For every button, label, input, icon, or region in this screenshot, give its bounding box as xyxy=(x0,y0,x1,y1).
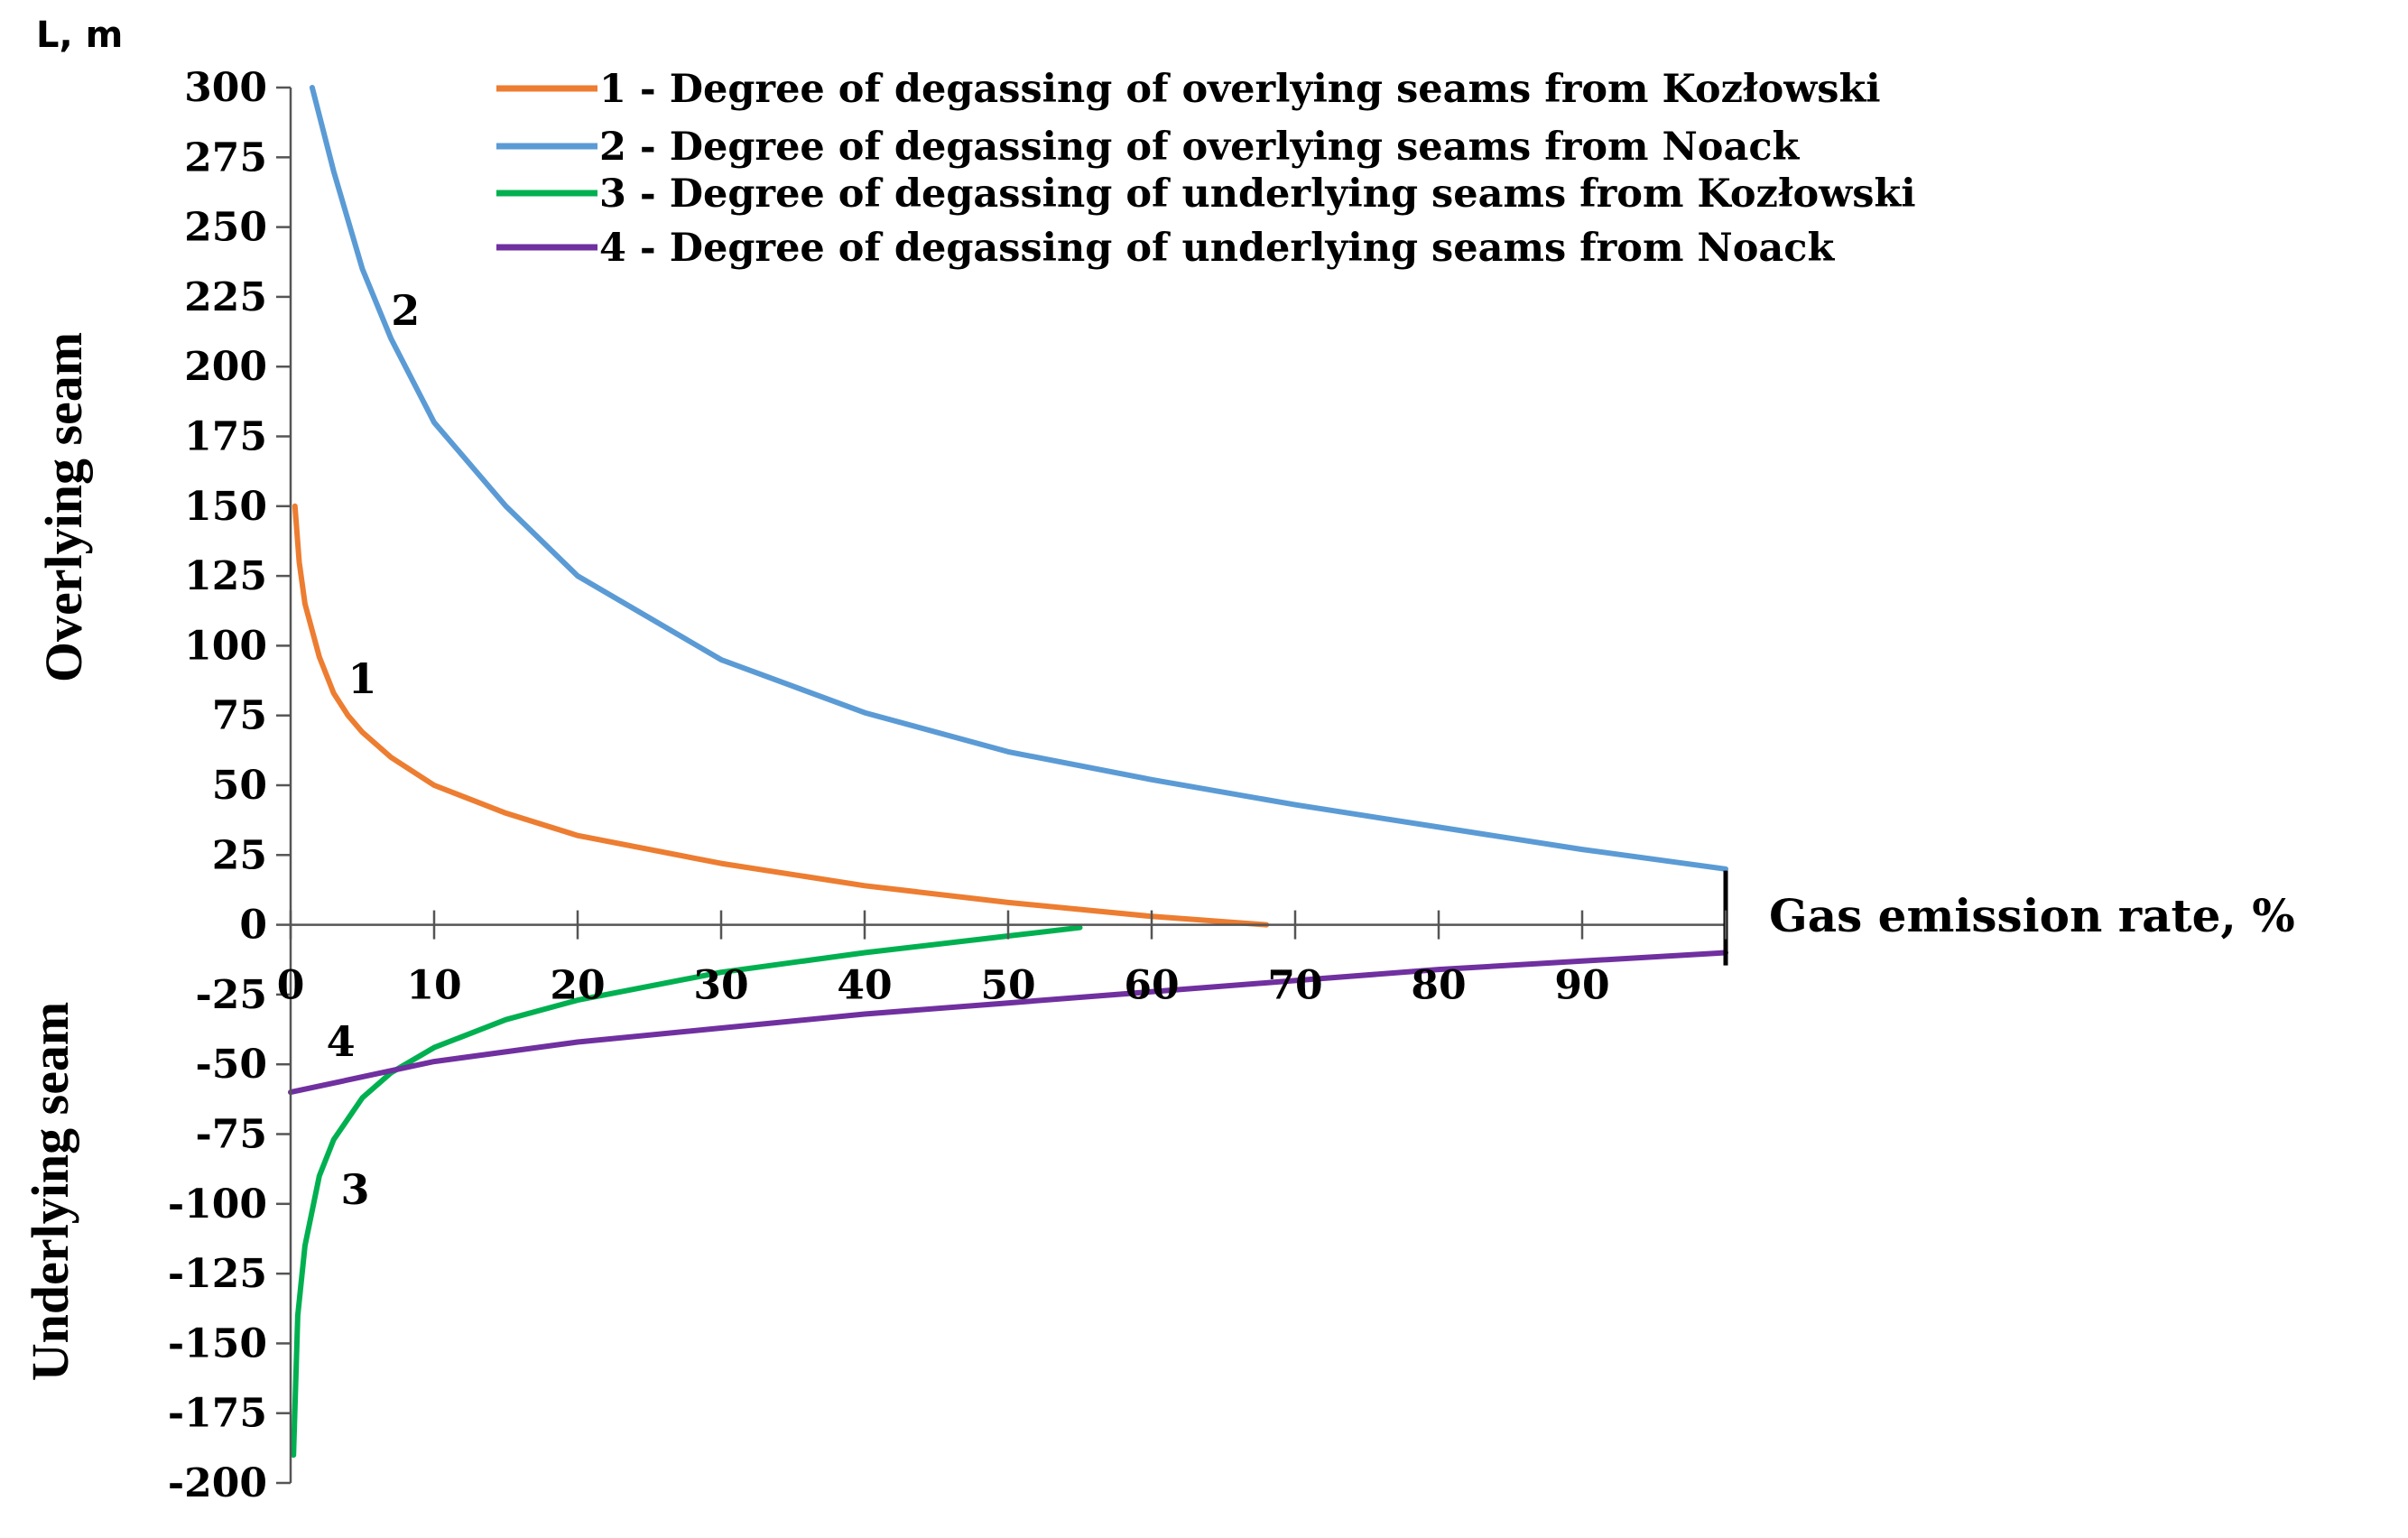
y-tick-label: 25 xyxy=(212,832,267,878)
y-tick-label: -75 xyxy=(196,1112,268,1158)
y-tick-label: -25 xyxy=(196,972,268,1018)
y-tick-label: 225 xyxy=(184,274,267,320)
x-tick-label: 60 xyxy=(1124,963,1179,1009)
axes: 3002752502252001751501251007550250-25-50… xyxy=(168,65,1728,1506)
y-tick-label: 100 xyxy=(184,623,267,669)
curve-2-label: 2 xyxy=(391,286,420,335)
y-tick-label: -100 xyxy=(168,1181,267,1228)
legend-label-1: 1 - Degree of degassing of overlying sea… xyxy=(599,67,1881,112)
x-tick-label: 20 xyxy=(550,963,605,1009)
y-tick-label: -200 xyxy=(168,1460,267,1506)
y-tick-label: 275 xyxy=(184,134,267,181)
y-tick-label: 50 xyxy=(212,763,267,809)
legend-label-4: 4 - Degree of degassing of underlying se… xyxy=(599,226,1835,271)
y-tick-label: -50 xyxy=(196,1042,268,1088)
y-tick-label: 75 xyxy=(212,693,267,739)
y-tick-label: -150 xyxy=(168,1320,267,1367)
y-tick-label: 0 xyxy=(239,903,267,949)
x-tick-label: 50 xyxy=(980,963,1035,1009)
series-4-line xyxy=(288,950,1728,1096)
x-tick-label: 30 xyxy=(693,963,748,1009)
x-tick-label: 10 xyxy=(406,963,461,1009)
x-ticks: 0 10 20 30 40 50 60 70 80 90 xyxy=(277,910,1727,1009)
y-axis-title-overlying: Overlying seam xyxy=(34,332,93,682)
curve-4-label: 4 xyxy=(327,1017,356,1066)
series-1-line xyxy=(292,503,1270,928)
x-tick-label: 80 xyxy=(1411,963,1466,1009)
y-tick-label: 200 xyxy=(184,344,267,390)
y-axis-title-underlying: Underlying seam xyxy=(21,1002,79,1382)
x-tick-label: 70 xyxy=(1267,963,1322,1009)
y-tick-label: 250 xyxy=(184,205,267,251)
curves xyxy=(288,85,1728,1459)
y-tick-label: 175 xyxy=(184,414,267,460)
y-tick-label: 125 xyxy=(184,553,267,599)
x-axis-title: Gas emission rate, % xyxy=(1769,889,2295,942)
y-tick-label: -175 xyxy=(168,1391,267,1437)
legend-label-3: 3 - Degree of degassing of underlying se… xyxy=(599,171,1916,217)
x-tick-label: 40 xyxy=(837,963,892,1009)
y-tick-label: -125 xyxy=(168,1251,267,1297)
series-2-line xyxy=(309,85,1728,872)
x-tick-label: 90 xyxy=(1554,963,1609,1009)
y-tick-label: 300 xyxy=(184,65,267,111)
y-units-label: L, m xyxy=(36,14,123,56)
x-tick-label: 0 xyxy=(277,963,305,1009)
y-ticks: 3002752502252001751501251007550250-25-50… xyxy=(168,65,291,1506)
legend-label-2: 2 - Degree of degassing of overlying sea… xyxy=(599,125,1801,170)
curve-labels: 1 2 3 4 xyxy=(327,286,421,1214)
curve-3-label: 3 xyxy=(341,1165,370,1214)
legend: 1 - Degree of degassing of overlying sea… xyxy=(496,67,1916,271)
series-3-line xyxy=(291,924,1083,1459)
y-tick-label: 150 xyxy=(184,484,267,530)
curve-1-label: 1 xyxy=(347,654,376,703)
